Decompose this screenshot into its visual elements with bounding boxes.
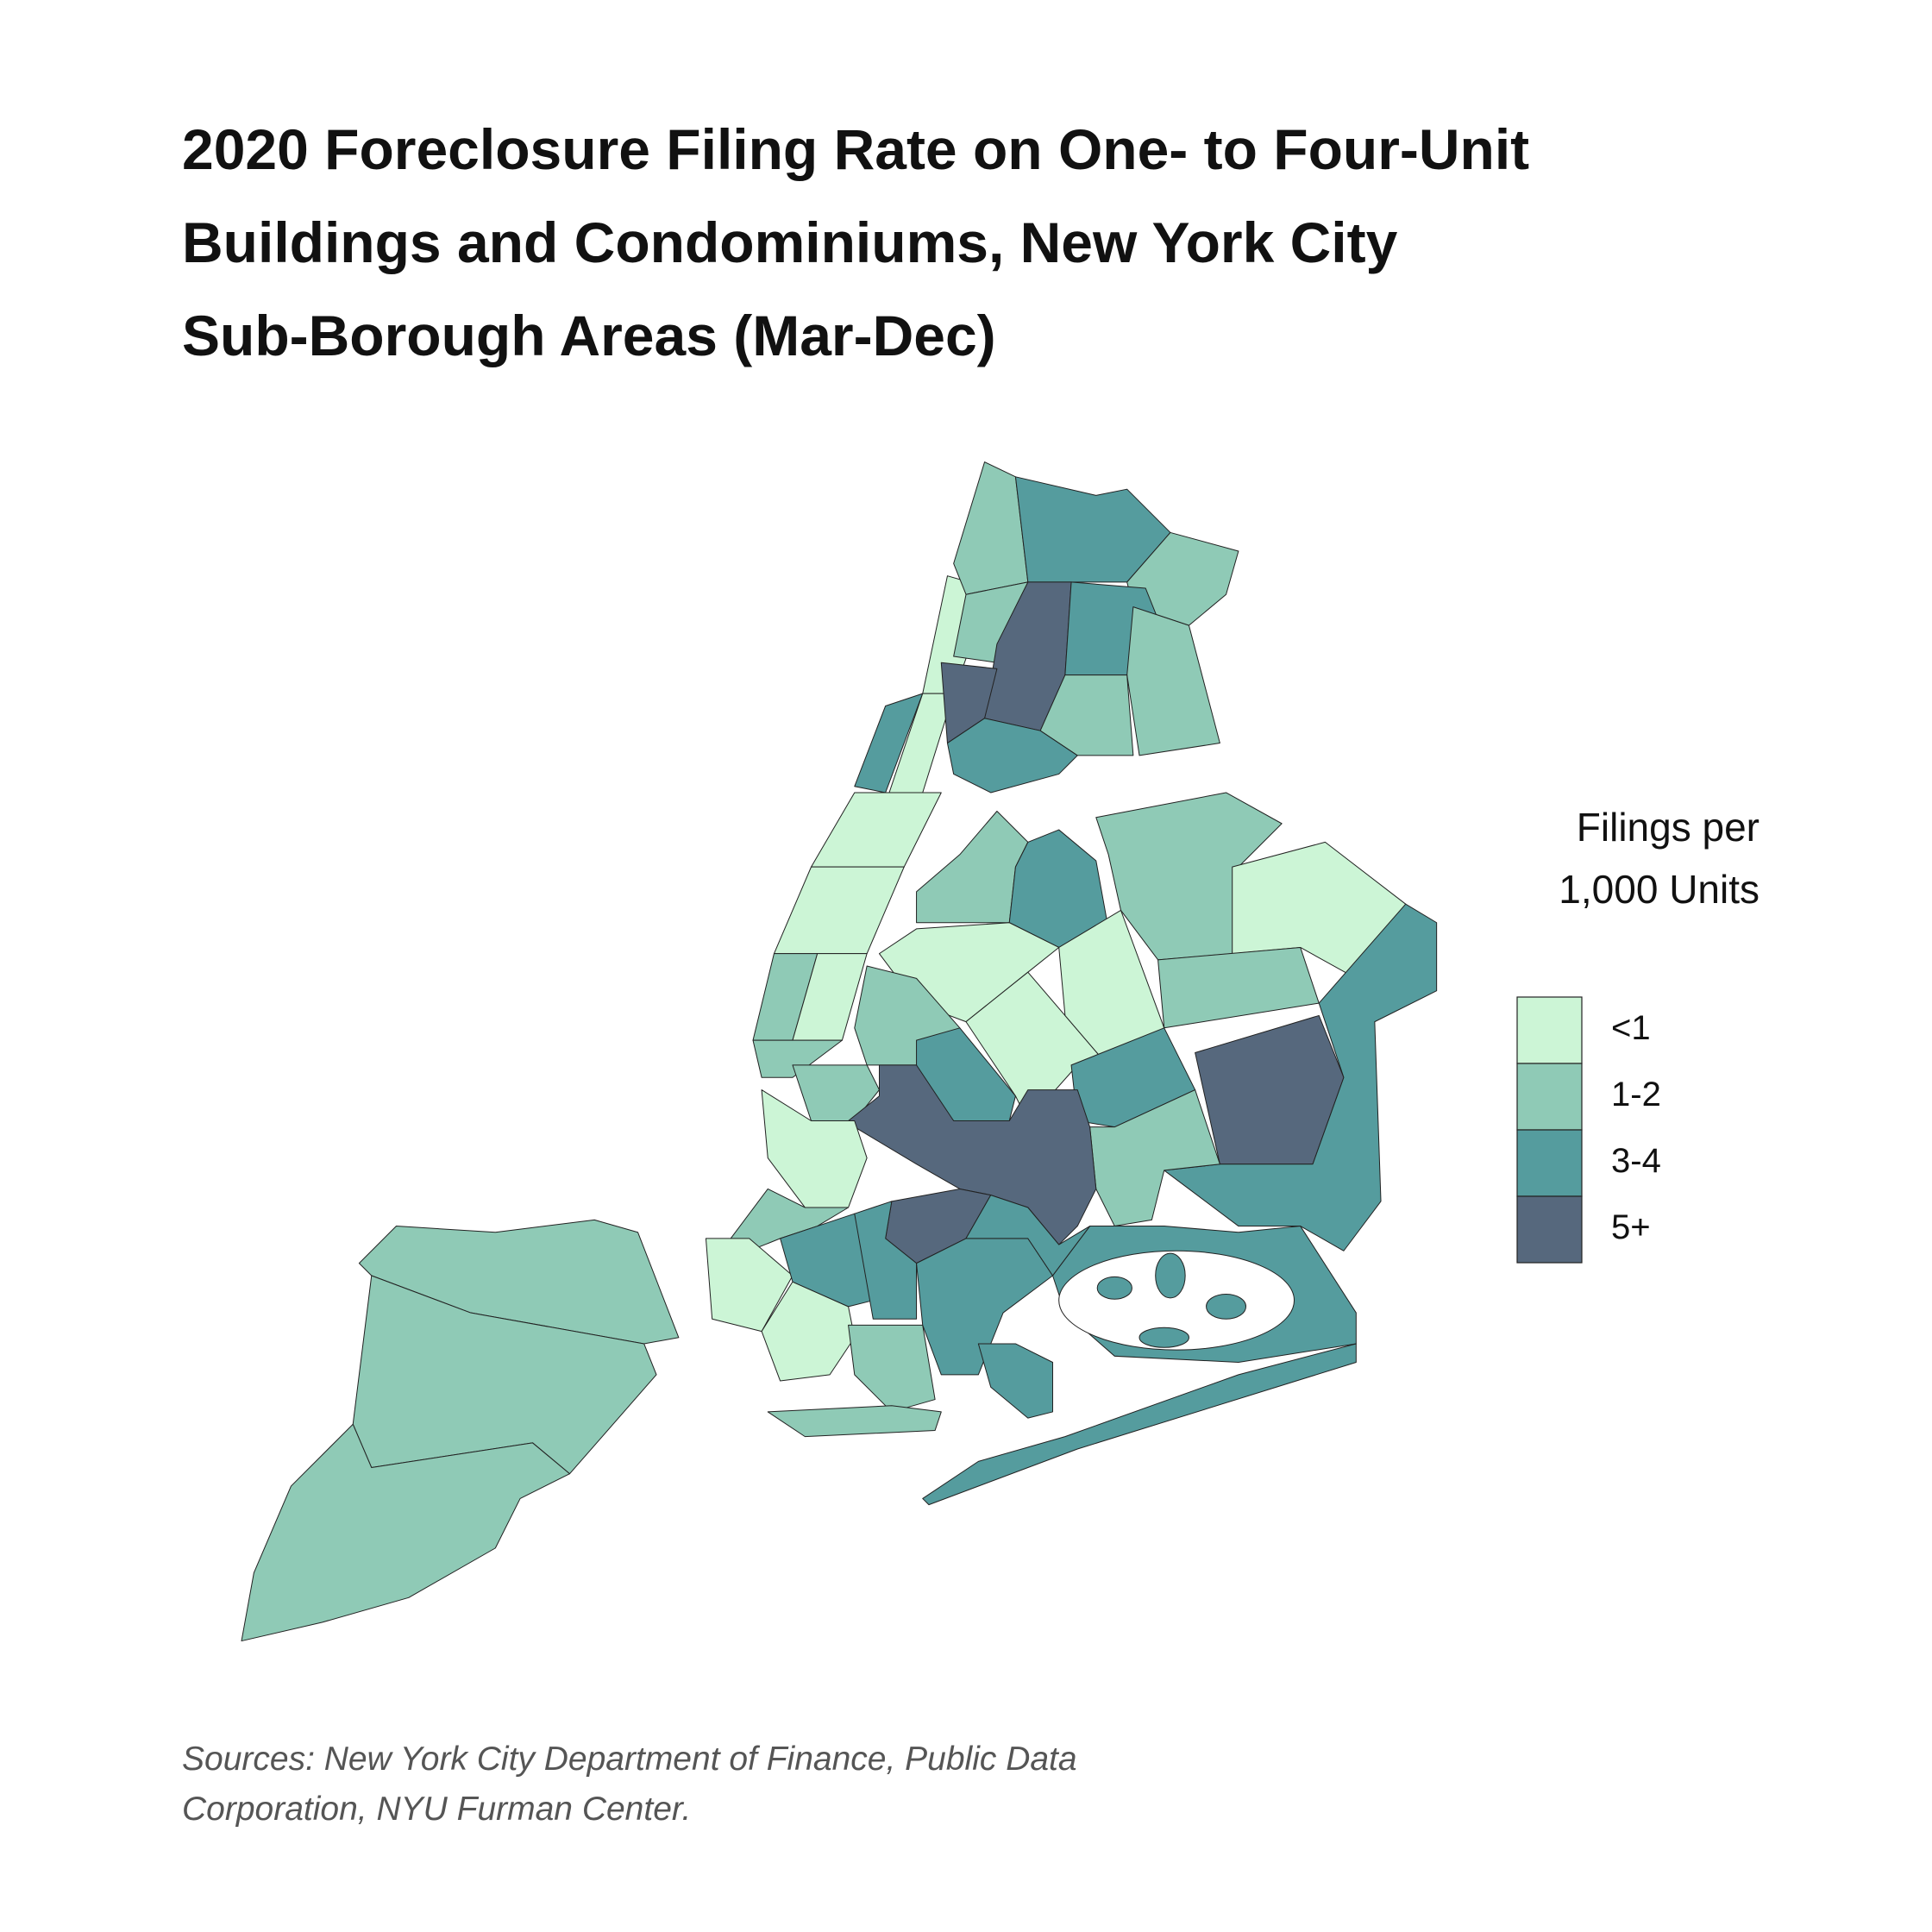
legend-label: 5+ bbox=[1611, 1208, 1651, 1246]
sub-borough-area bbox=[767, 1405, 942, 1438]
legend-label: <1 bbox=[1611, 1009, 1651, 1047]
title: Sub-Borough Areas (Mar-Dec) bbox=[182, 304, 996, 367]
legend-label: 3-4 bbox=[1611, 1142, 1661, 1180]
sub-borough-area bbox=[1155, 1252, 1186, 1299]
legend-swatch bbox=[1516, 1063, 1583, 1131]
sub-borough-area bbox=[977, 1343, 1054, 1419]
legend: <1 1-2 3-4 5+ bbox=[1516, 996, 1661, 1264]
sub-borough-area bbox=[1157, 946, 1320, 1029]
source: Corporation, NYU Furman Center. bbox=[182, 1791, 692, 1828]
sub-borough-area bbox=[811, 792, 942, 868]
legend-title: 1,000 Units bbox=[1559, 867, 1760, 912]
sub-borough-area bbox=[761, 1089, 868, 1208]
legend-title: Filings per bbox=[1576, 805, 1760, 850]
sub-borough-area bbox=[1126, 606, 1220, 756]
sub-borough-area bbox=[705, 1238, 794, 1333]
sub-borough-area bbox=[965, 1195, 1091, 1276]
legend-label: 1-2 bbox=[1611, 1076, 1661, 1113]
title: Buildings and Condominiums, New York Cit… bbox=[182, 210, 1398, 274]
source: Sources: New York City Department of Fin… bbox=[182, 1741, 1077, 1778]
boroughs bbox=[241, 461, 1438, 1642]
sub-borough-area bbox=[1096, 1276, 1132, 1300]
sub-borough-area bbox=[922, 1343, 1357, 1506]
sub-borough-area bbox=[1089, 1089, 1220, 1227]
title: 2020 Foreclosure Filing Rate on One- to … bbox=[182, 117, 1530, 181]
legend-swatch bbox=[1516, 1195, 1583, 1264]
sub-borough-area bbox=[1039, 674, 1134, 756]
sub-borough-area bbox=[773, 866, 905, 955]
legend-swatch bbox=[1516, 1129, 1583, 1197]
sub-borough-area bbox=[1138, 1327, 1189, 1348]
sub-borough-area bbox=[848, 1324, 936, 1413]
sub-borough-area bbox=[241, 1423, 571, 1642]
sub-borough-area bbox=[792, 1064, 880, 1121]
legend-swatch bbox=[1516, 996, 1583, 1064]
sub-borough-area bbox=[1206, 1294, 1247, 1320]
sub-borough-area bbox=[752, 1039, 843, 1078]
sub-borough-area bbox=[946, 718, 1078, 794]
